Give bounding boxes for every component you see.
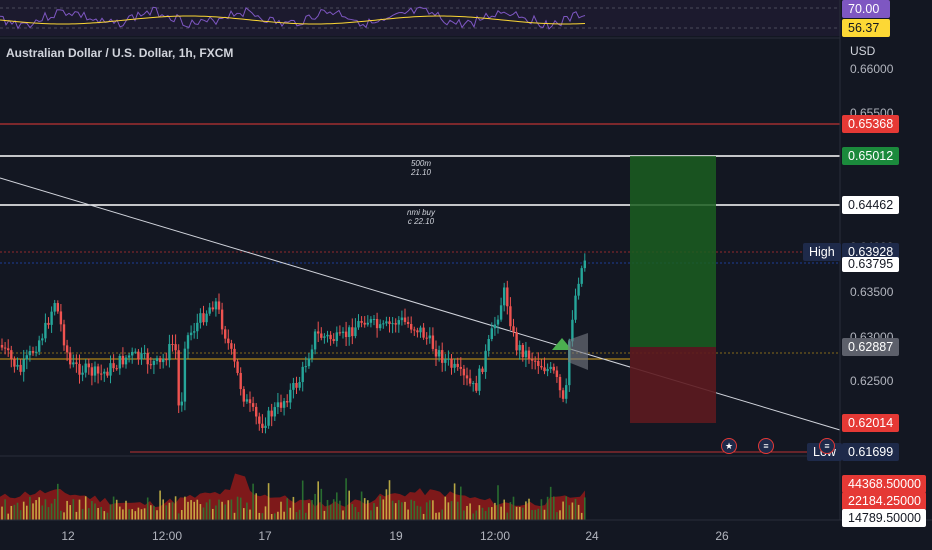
volume-tag-1: 44368.50000 (842, 475, 926, 493)
us-flag-icon[interactable]: ≡ (819, 438, 835, 454)
price-candles (0, 253, 586, 434)
volume-bars (1, 478, 586, 520)
us-flag-icon[interactable]: ≡ (758, 438, 774, 454)
time-tick: 24 (585, 529, 599, 543)
time-tick: 12:00 (151, 529, 183, 543)
volume-tag-2: 22184.25000 (842, 492, 926, 510)
price-tick: 0.63500 (850, 285, 894, 299)
low-value-tag: 0.61699 (842, 443, 900, 461)
last-price-tag: 0.63795 (842, 257, 900, 272)
currency-label[interactable]: USD (850, 44, 876, 58)
white-level-tag: 0.64462 (842, 196, 900, 214)
high-value-tag: 0.63928 (842, 243, 900, 261)
price-tick: 0.66000 (850, 62, 894, 76)
time-tick: 12 (61, 529, 75, 543)
take-profit-tag: 0.65012 (842, 147, 900, 165)
rsi-value-top: 70.00 (842, 0, 890, 18)
time-tick: 12:00 (479, 529, 511, 543)
annotation-500m[interactable]: 500m 21.10 (410, 159, 432, 177)
volume-area (0, 473, 585, 520)
price-tick: 0.62500 (850, 374, 894, 388)
au-flag-icon[interactable]: ★ (721, 438, 737, 454)
stop-price-tag: 0.62014 (842, 414, 900, 432)
entry-arrow (552, 338, 572, 350)
rsi-value-bottom: 56.37 (842, 19, 890, 37)
entry-price-tag: 0.62887 (842, 338, 900, 356)
red-level-tag: 0.65368 (842, 115, 900, 133)
volume-tag-3: 14789.50000 (842, 509, 926, 527)
annotation-nmi-buy[interactable]: nmi buy c 22.10 (406, 208, 436, 226)
time-tick: 26 (715, 529, 729, 543)
time-tick: 19 (389, 529, 403, 543)
take-profit-zone[interactable] (630, 156, 716, 347)
stop-loss-zone[interactable] (630, 347, 716, 423)
high-label-tag: High (803, 243, 841, 261)
time-tick: 17 (258, 529, 272, 543)
rsi-indicator (0, 6, 586, 30)
symbol-title[interactable]: Australian Dollar / U.S. Dollar, 1h, FXC… (6, 46, 234, 60)
